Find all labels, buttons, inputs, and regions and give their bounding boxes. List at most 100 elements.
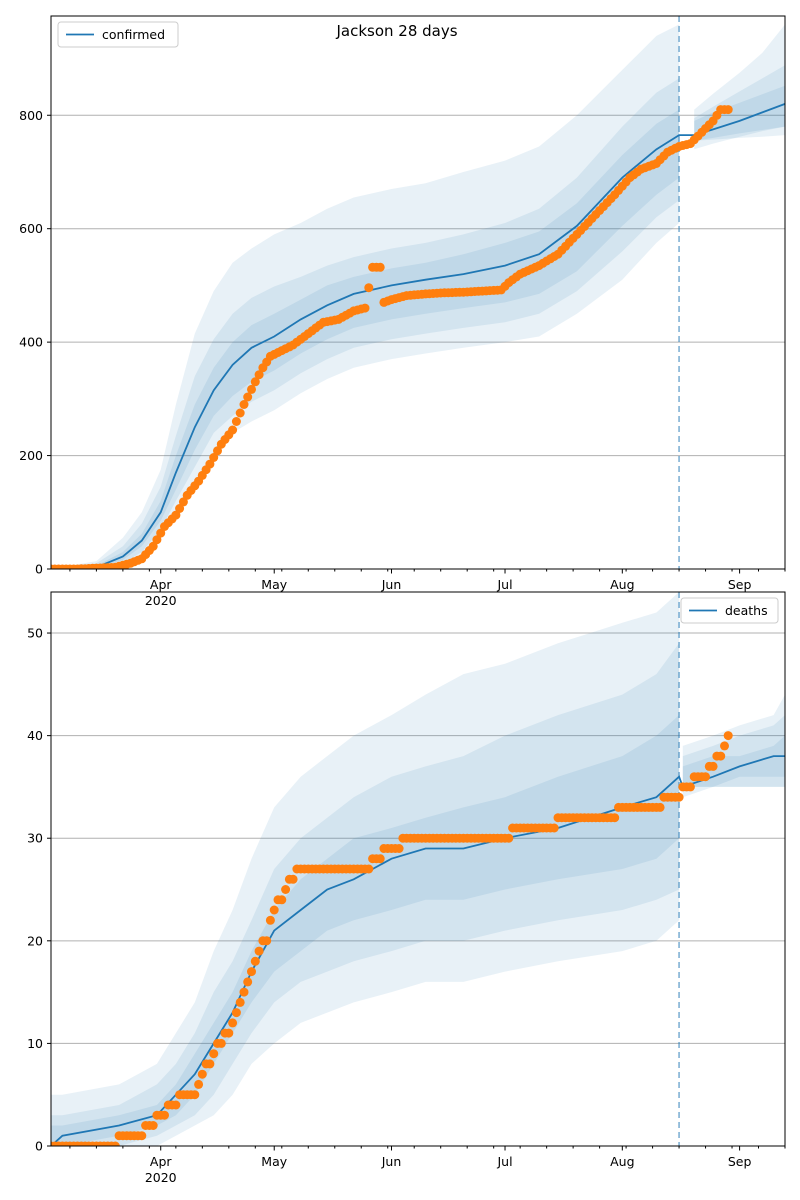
observed-point bbox=[175, 504, 185, 513]
y-tick-label: 50 bbox=[27, 626, 43, 641]
observed-point bbox=[685, 782, 695, 792]
observed-point bbox=[265, 915, 275, 925]
legend-label: confirmed bbox=[102, 27, 165, 42]
uncertainty-band-outer bbox=[682, 694, 785, 798]
observed-point bbox=[178, 497, 188, 507]
x-tick-label: Jun bbox=[381, 1154, 402, 1169]
observed-point bbox=[247, 384, 256, 394]
observed-point bbox=[701, 772, 710, 782]
uncertainty-band-mid bbox=[51, 643, 680, 1146]
observed-point bbox=[209, 453, 219, 462]
observed-point bbox=[209, 1049, 219, 1059]
observed-point bbox=[231, 417, 241, 426]
x-tick-label: Apr bbox=[150, 577, 172, 592]
observed-point bbox=[216, 1038, 226, 1048]
observed-point bbox=[235, 408, 245, 418]
y-tick-label: 600 bbox=[19, 221, 43, 236]
y-tick-label: 200 bbox=[19, 448, 43, 463]
observed-point bbox=[243, 392, 253, 402]
legend-box bbox=[57, 21, 179, 48]
observed-point bbox=[190, 1090, 200, 1100]
observed-point bbox=[213, 446, 222, 456]
observed-point bbox=[610, 813, 620, 823]
observed-point bbox=[148, 541, 158, 551]
observed-point bbox=[364, 864, 374, 874]
y-tick-label: 800 bbox=[19, 108, 43, 123]
x-tick-label: Jul bbox=[496, 577, 512, 592]
observed-point bbox=[228, 425, 238, 435]
x-tick-label: Aug bbox=[610, 1154, 634, 1169]
observed-point bbox=[254, 946, 264, 956]
y-tick-label: 30 bbox=[27, 831, 43, 846]
observed-point bbox=[243, 977, 253, 987]
axes-frame bbox=[50, 15, 786, 570]
observed-point bbox=[723, 731, 733, 741]
observed-point bbox=[720, 741, 729, 751]
observed-point bbox=[239, 987, 249, 997]
x-tick-label: Jul bbox=[496, 1154, 512, 1169]
observed-point bbox=[235, 997, 245, 1007]
x-tick-label: Aug bbox=[610, 577, 634, 592]
legend: deaths bbox=[680, 597, 779, 624]
observed-point bbox=[148, 1121, 158, 1130]
observed-point bbox=[250, 956, 260, 966]
observed-point bbox=[224, 1028, 234, 1038]
observed-point bbox=[723, 105, 733, 115]
x-tick-sublabel: 2020 bbox=[145, 1170, 177, 1185]
observed-point bbox=[231, 1008, 241, 1018]
observed-point bbox=[110, 1141, 120, 1146]
uncertainty-band-inner bbox=[694, 85, 785, 150]
observed-point bbox=[277, 895, 287, 905]
x-tick-label: Sep bbox=[728, 1154, 752, 1169]
observed-point bbox=[205, 1059, 215, 1069]
axes-frame bbox=[50, 591, 786, 1147]
x-tick-label: May bbox=[261, 577, 287, 592]
observed-point bbox=[281, 885, 291, 894]
x-tick-sublabel: 2020 bbox=[145, 593, 177, 608]
y-tick-label: 20 bbox=[27, 933, 43, 948]
observed-point bbox=[152, 535, 162, 545]
y-tick-label: 0 bbox=[35, 1139, 43, 1154]
observed-point bbox=[205, 459, 215, 469]
uncertainty-band-outer bbox=[51, 24, 680, 569]
observed-point bbox=[360, 303, 370, 313]
observed-point bbox=[254, 370, 264, 380]
observed-point bbox=[247, 967, 256, 977]
figure-title: Jackson 28 days bbox=[335, 22, 457, 40]
legend-box bbox=[680, 597, 779, 624]
observed-point bbox=[375, 854, 385, 864]
y-tick-label: 0 bbox=[35, 562, 43, 577]
observed-point bbox=[716, 751, 726, 761]
x-tick-label: May bbox=[261, 1154, 287, 1169]
observed-point bbox=[269, 905, 279, 915]
observed-point bbox=[239, 400, 249, 409]
observed-point bbox=[137, 1131, 147, 1141]
legend: confirmed bbox=[57, 21, 179, 48]
y-tick-label: 10 bbox=[27, 1036, 43, 1051]
observed-point bbox=[655, 802, 665, 812]
observed-point bbox=[197, 1069, 207, 1079]
observed-point bbox=[364, 283, 374, 293]
observed-point bbox=[674, 792, 684, 802]
x-tick-label: Jun bbox=[381, 577, 402, 592]
x-tick-label: Apr bbox=[150, 1154, 172, 1169]
uncertainty-band-inner bbox=[51, 715, 680, 1146]
observed-point bbox=[171, 1100, 181, 1110]
observed-point bbox=[228, 1018, 238, 1028]
observed-point bbox=[171, 510, 181, 520]
observed-point bbox=[504, 833, 514, 843]
observed-point bbox=[156, 528, 166, 538]
observed-point bbox=[160, 1110, 169, 1120]
x-tick-label: Sep bbox=[728, 577, 752, 592]
uncertainty-band-mid bbox=[51, 78, 680, 569]
observed-point bbox=[394, 844, 404, 853]
y-tick-label: 40 bbox=[27, 728, 43, 743]
observed-point bbox=[375, 262, 385, 272]
observed-point bbox=[288, 874, 298, 884]
y-tick-label: 400 bbox=[19, 335, 43, 350]
observed-point bbox=[194, 1079, 204, 1089]
legend-label: deaths bbox=[725, 603, 768, 618]
